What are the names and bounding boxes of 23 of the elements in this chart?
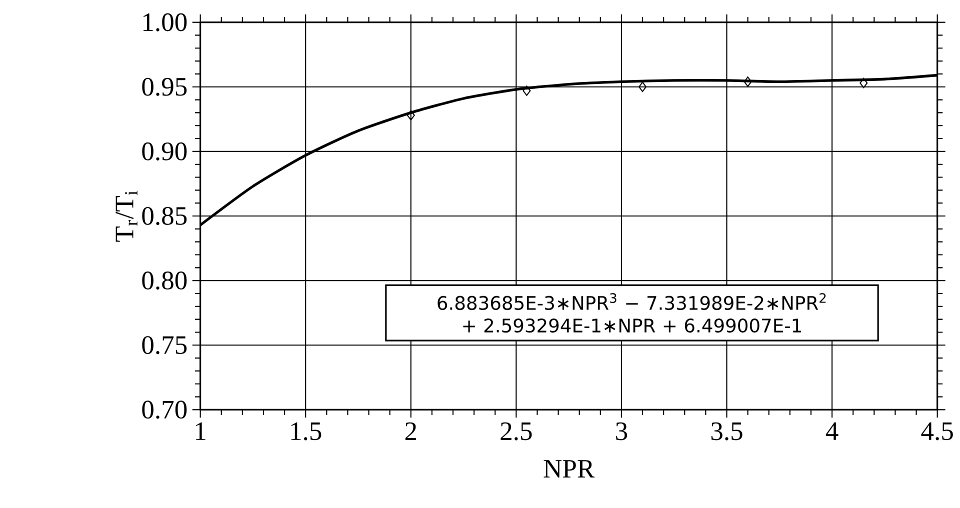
x-tick-label: 4 [826,422,838,440]
x-axis-title: NPR [544,460,595,478]
point [406,110,415,120]
point [860,78,868,88]
x-tick-label: 3 [616,422,628,440]
x-tick-label: 2 [405,422,416,440]
y-tick-label: 0.85 [142,207,187,226]
point [522,86,531,96]
point [744,76,752,87]
y-tick-label: 0.70 [142,400,187,419]
y-tick-label: 0.90 [142,142,187,160]
x-tick-label: 1 [196,422,206,440]
y-tick-label: 0.75 [142,336,187,354]
x-tick-label: 3.5 [711,422,742,440]
x-tick-label: 2.5 [500,422,532,440]
x-tick-label: 4.5 [921,422,953,440]
text: 6.883685E-3∗NPR$^{3}$ − 7.331989E-2∗NPR$^{2}$ + 2.593294E-1∗NPR + 6.499007E-1 [438,293,826,333]
y-tick-label: 1.00 [143,13,187,32]
x-tick-label: 1.5 [291,422,322,440]
y-tick-label: 0.95 [142,78,187,96]
y-axis-title: T$_{r}$/T$_{i}$ [116,190,138,242]
y-tick-label: 0.80 [142,272,187,290]
point [638,82,647,92]
